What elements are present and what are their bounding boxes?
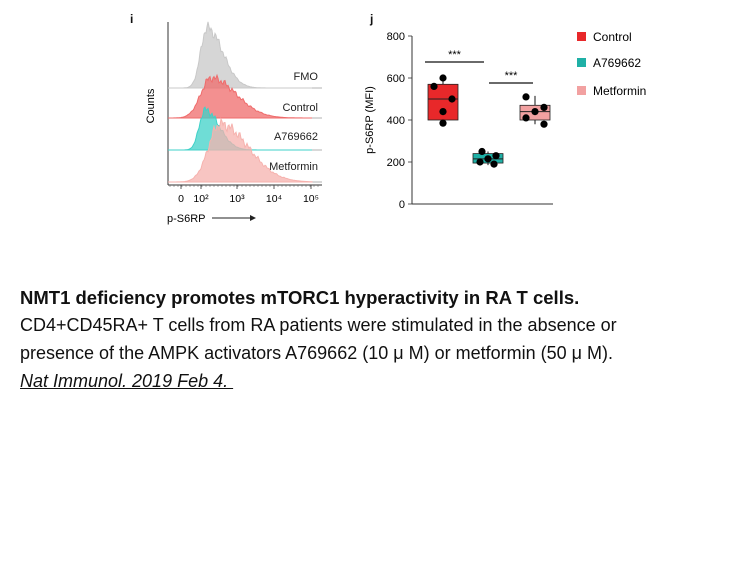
data-point xyxy=(531,108,539,116)
histogram-x-tick-label: 0 xyxy=(178,193,184,205)
caption-reference-link[interactable]: Nat Immunol. 2019 Feb 4. xyxy=(20,371,234,391)
caption-title: NMT1 deficiency promotes mTORC1 hyperact… xyxy=(20,287,580,308)
caption-line-2: presence of the AMPK activators A769662 … xyxy=(20,343,613,363)
histogram-control xyxy=(168,73,312,119)
data-point xyxy=(478,147,486,156)
data-point xyxy=(439,74,447,82)
histogram-fmo xyxy=(168,21,312,89)
caption-body: CD4+CD45RA+ T cells from RA patients wer… xyxy=(20,311,750,367)
histogram-y-label: Counts xyxy=(145,88,157,123)
legend-label-a769662: A769662 xyxy=(593,56,641,70)
data-point xyxy=(540,103,548,111)
histogram-metformin xyxy=(168,117,313,183)
legend-swatch-metformin xyxy=(577,86,586,95)
figure-canvas: FMO Control A769662 Metformin 0 10² 10³ 10⁴ 10⁵… xyxy=(145,21,646,225)
panel-i-label: i xyxy=(130,12,134,26)
caption-line-1: CD4+CD45RA+ T cells from RA patients wer… xyxy=(20,315,617,335)
histogram-x-tick-label: 10² xyxy=(193,193,209,205)
significance-label: *** xyxy=(448,49,462,61)
boxplot-y-tick-label: 0 xyxy=(399,199,405,211)
data-point xyxy=(430,82,438,90)
significance-label: *** xyxy=(505,70,519,82)
data-point xyxy=(439,108,447,116)
histogram-x-tick-label: 10⁴ xyxy=(266,193,282,205)
data-point xyxy=(448,95,456,103)
histogram-label-fmo: FMO xyxy=(294,71,319,83)
boxplot-y-tick-label: 200 xyxy=(387,157,405,169)
data-point xyxy=(492,152,500,160)
histogram-x-label: p-S6RP xyxy=(167,213,206,225)
legend-swatch-control xyxy=(577,32,586,41)
data-point xyxy=(490,160,498,168)
legend-label-metformin: Metformin xyxy=(593,84,646,98)
data-point xyxy=(522,93,530,101)
boxplot-y-tick-label: 800 xyxy=(387,31,405,43)
data-point xyxy=(439,119,447,127)
histogram-label-control: Control xyxy=(283,102,318,114)
data-point xyxy=(540,120,548,128)
data-point xyxy=(484,155,492,163)
data-point xyxy=(522,114,530,122)
boxplot-y-label: p-S6RP (MFI) xyxy=(364,86,376,154)
figure-caption: NMT1 deficiency promotes mTORC1 hyperact… xyxy=(20,284,750,395)
boxplot-y-tick-label: 400 xyxy=(387,115,405,127)
box-plot-panel: 0 200 400 600 800 p-S6RP (MFI) *** *** Contro… xyxy=(364,30,646,211)
flow-histogram-panel: FMO Control A769662 Metformin 0 10² 10³ 10⁴ 10⁵… xyxy=(145,21,322,225)
legend-swatch-a769662 xyxy=(577,58,586,67)
boxplot-y-tick-label: 600 xyxy=(387,73,405,85)
histogram-label-metformin: Metformin xyxy=(269,161,318,173)
legend-label-control: Control xyxy=(593,30,632,44)
data-point xyxy=(476,158,484,166)
panel-j-label: j xyxy=(370,12,374,26)
x-label-arrowhead xyxy=(250,215,256,221)
histogram-x-tick-label: 10³ xyxy=(229,193,245,205)
histogram-x-tick-label: 10⁵ xyxy=(303,193,319,205)
histogram-label-a769662: A769662 xyxy=(274,131,318,143)
